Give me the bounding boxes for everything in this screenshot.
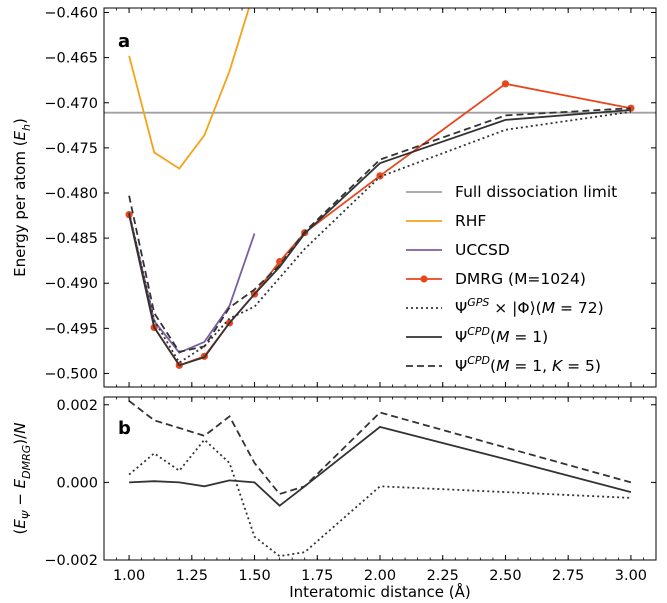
x-tick-label: 1.00 [113,568,145,584]
legend-label-full: Full dissociation limit [455,183,617,201]
series-line-cpd5 [128,400,632,496]
x-tick-label: 1.25 [176,568,208,584]
y-tick-label: −0.470 [44,96,98,112]
legend: Full dissociation limit RHF UCCSD DMRG (M=1… [406,183,617,375]
y-tick-label: −0.490 [44,276,98,292]
x-axis-label: Interatomic distance (Å) [289,582,471,601]
panel-label: a [118,31,130,52]
panel-label: b [118,418,131,439]
x-tick-label: 2.25 [427,568,459,584]
series-line-gps [128,438,631,558]
legend-label-uccsd: UCCSD [455,241,510,259]
legend-label-gps: ΨGPS × |Φ⟩(M = 72) [455,296,604,317]
legend-label-dmrg: DMRG (M=1024) [455,270,586,288]
y-tick-label: −0.495 [44,321,98,337]
y-tick-label: −0.480 [44,186,98,202]
y-tick-label: 0.002 [56,398,98,414]
y-tick-label: −0.460 [44,6,98,22]
y-axis-label: Energy per atom (Eh) [11,118,33,277]
x-tick-label: 2.50 [489,568,521,584]
series-line-dmrg [128,82,632,367]
series-line-cpd1 [128,109,631,367]
plot-frame [103,396,657,561]
series-line-cpd5 [128,107,631,353]
legend-label-cpd5: ΨCPD(M = 1, K = 5) [455,354,601,375]
x-tick-label: 1.50 [238,568,270,584]
x-tick-label: 2.00 [364,568,396,584]
x-tick-label: 3.00 [615,568,647,584]
y-tick-label: −0.500 [44,366,98,382]
legend-marker-dmrg [420,275,428,283]
y-tick-label: −0.485 [44,231,98,247]
y-axis-label: (EΨ − EDMRG)/N [11,423,33,535]
series-line-rhf [128,8,250,170]
panel-a: −0.500 −0.495 −0.490 −0.485 −0.480 −0.475 −0.4… [11,6,657,388]
series-line-uccsd [128,212,256,354]
point-dmrg [501,80,510,88]
legend-label-rhf: RHF [455,212,486,230]
y-tick-label: −0.465 [44,51,98,67]
y-tick-label: 0.000 [56,475,98,491]
panel-b: 1.00 1.25 1.50 1.75 2.00 2.25 2.50 2.75 3.00 −0.0… [11,396,657,601]
series-line-gps [128,110,632,364]
legend-label-cpd1: ΨCPD(M = 1) [455,325,548,346]
series-line-cpd1 [129,425,632,507]
y-tick-label: −0.475 [44,141,98,157]
series-group [125,8,635,369]
x-tick-label: 1.75 [301,568,333,584]
y-tick-label: −0.002 [44,553,98,569]
series-group [128,400,632,558]
x-tick-label: 2.75 [552,568,584,584]
